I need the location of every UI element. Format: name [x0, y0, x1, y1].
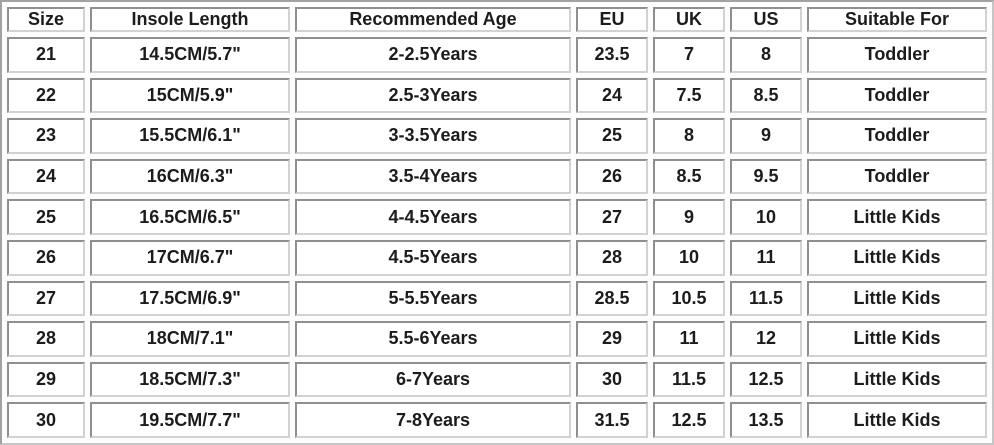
table-cell-recommended-age: 3-3.5Years [295, 118, 571, 154]
table-cell-insole-length: 15.5CM/6.1" [90, 118, 290, 154]
table-cell-suitable-for: Toddler [807, 77, 987, 114]
table-row: 23 15.5CM/6.1" 3-3.5Years 25 8 9 Toddler [7, 118, 987, 154]
header-row: Size Insole Length Recommended Age EU UK US Su… [7, 7, 987, 32]
table-cell-recommended-age: 4-4.5Years [295, 199, 571, 235]
table-cell-uk: 11 [653, 321, 725, 357]
table-cell-us: 10 [730, 199, 802, 235]
table-cell-us: 8.5 [730, 77, 802, 114]
table-cell-eu: 27 [576, 199, 648, 235]
table-cell-suitable-for: Little Kids [807, 199, 987, 235]
column-header-uk: UK [653, 7, 725, 32]
table-cell-us: 12 [730, 321, 802, 357]
table-cell-us: 12.5 [730, 361, 802, 398]
table-cell-size: 30 [7, 402, 85, 438]
table-cell-recommended-age: 5.5-6Years [295, 321, 571, 357]
table-cell-suitable-for: Toddler [807, 118, 987, 154]
table-cell-uk: 9 [653, 199, 725, 235]
table-cell-eu: 25 [576, 118, 648, 154]
table-cell-insole-length: 18CM/7.1" [90, 321, 290, 357]
table-cell-eu: 30 [576, 361, 648, 398]
table-row: 22 15CM/5.9" 2.5-3Years 24 7.5 8.5 Toddler [7, 77, 987, 114]
table-cell-size: 22 [7, 77, 85, 114]
column-header-eu: EU [576, 7, 648, 32]
table-cell-size: 25 [7, 199, 85, 235]
table-cell-uk: 12.5 [653, 402, 725, 438]
table-cell-recommended-age: 6-7Years [295, 361, 571, 398]
table-cell-insole-length: 14.5CM/5.7" [90, 37, 290, 73]
table-cell-suitable-for: Toddler [807, 158, 987, 195]
column-header-us: US [730, 7, 802, 32]
table-row: 25 16.5CM/6.5" 4-4.5Years 27 9 10 Little Kids [7, 199, 987, 235]
table-cell-uk: 8 [653, 118, 725, 154]
table-cell-suitable-for: Toddler [807, 37, 987, 73]
table-cell-uk: 10 [653, 239, 725, 276]
table-cell-suitable-for: Little Kids [807, 361, 987, 398]
column-header-suitable-for: Suitable For [807, 7, 987, 32]
table-cell-eu: 28 [576, 239, 648, 276]
table-row: 24 16CM/6.3" 3.5-4Years 26 8.5 9.5 Toddler [7, 158, 987, 195]
table-cell-us: 11.5 [730, 280, 802, 317]
table-cell-uk: 10.5 [653, 280, 725, 317]
table-cell-recommended-age: 3.5-4Years [295, 158, 571, 195]
table-cell-size: 23 [7, 118, 85, 154]
table-row: 27 17.5CM/6.9" 5-5.5Years 28.5 10.5 11.5 Littl… [7, 280, 987, 317]
table-cell-suitable-for: Little Kids [807, 280, 987, 317]
table-cell-size: 29 [7, 361, 85, 398]
table-header: Size Insole Length Recommended Age EU UK US Su… [7, 7, 987, 32]
table-cell-eu: 28.5 [576, 280, 648, 317]
table-cell-insole-length: 16CM/6.3" [90, 158, 290, 195]
table-cell-uk: 8.5 [653, 158, 725, 195]
table-cell-size: 24 [7, 158, 85, 195]
column-header-insole-length: Insole Length [90, 7, 290, 32]
table-cell-us: 11 [730, 239, 802, 276]
table-cell-eu: 29 [576, 321, 648, 357]
table-cell-eu: 31.5 [576, 402, 648, 438]
table-cell-eu: 26 [576, 158, 648, 195]
table-cell-size: 26 [7, 239, 85, 276]
table-cell-suitable-for: Little Kids [807, 321, 987, 357]
table-cell-uk: 11.5 [653, 361, 725, 398]
table-cell-recommended-age: 2-2.5Years [295, 37, 571, 73]
table-cell-insole-length: 18.5CM/7.3" [90, 361, 290, 398]
table-cell-recommended-age: 2.5-3Years [295, 77, 571, 114]
table-cell-eu: 23.5 [576, 37, 648, 73]
table-cell-insole-length: 17CM/6.7" [90, 239, 290, 276]
table-cell-suitable-for: Little Kids [807, 402, 987, 438]
table-cell-us: 9.5 [730, 158, 802, 195]
table-cell-recommended-age: 4.5-5Years [295, 239, 571, 276]
column-header-recommended-age: Recommended Age [295, 7, 571, 32]
table-cell-suitable-for: Little Kids [807, 239, 987, 276]
table-cell-insole-length: 19.5CM/7.7" [90, 402, 290, 438]
table-cell-size: 21 [7, 37, 85, 73]
table-row: 30 19.5CM/7.7" 7-8Years 31.5 12.5 13.5 Little … [7, 402, 987, 438]
column-header-size: Size [7, 7, 85, 32]
table-cell-size: 27 [7, 280, 85, 317]
table-cell-recommended-age: 5-5.5Years [295, 280, 571, 317]
table-row: 21 14.5CM/5.7" 2-2.5Years 23.5 7 8 Toddler [7, 37, 987, 73]
table-cell-uk: 7.5 [653, 77, 725, 114]
table-row: 29 18.5CM/7.3" 6-7Years 30 11.5 12.5 Little Ki… [7, 361, 987, 398]
table-cell-us: 9 [730, 118, 802, 154]
table-cell-uk: 7 [653, 37, 725, 73]
table-cell-size: 28 [7, 321, 85, 357]
table-cell-insole-length: 16.5CM/6.5" [90, 199, 290, 235]
table-cell-recommended-age: 7-8Years [295, 402, 571, 438]
table-body: 21 14.5CM/5.7" 2-2.5Years 23.5 7 8 Toddler 22 15… [7, 37, 987, 438]
table-cell-us: 8 [730, 37, 802, 73]
table-row: 26 17CM/6.7" 4.5-5Years 28 10 11 Little Kids [7, 239, 987, 276]
table-cell-insole-length: 17.5CM/6.9" [90, 280, 290, 317]
table-row: 28 18CM/7.1" 5.5-6Years 29 11 12 Little Kids [7, 321, 987, 357]
table-cell-insole-length: 15CM/5.9" [90, 77, 290, 114]
table-cell-us: 13.5 [730, 402, 802, 438]
table-cell-eu: 24 [576, 77, 648, 114]
